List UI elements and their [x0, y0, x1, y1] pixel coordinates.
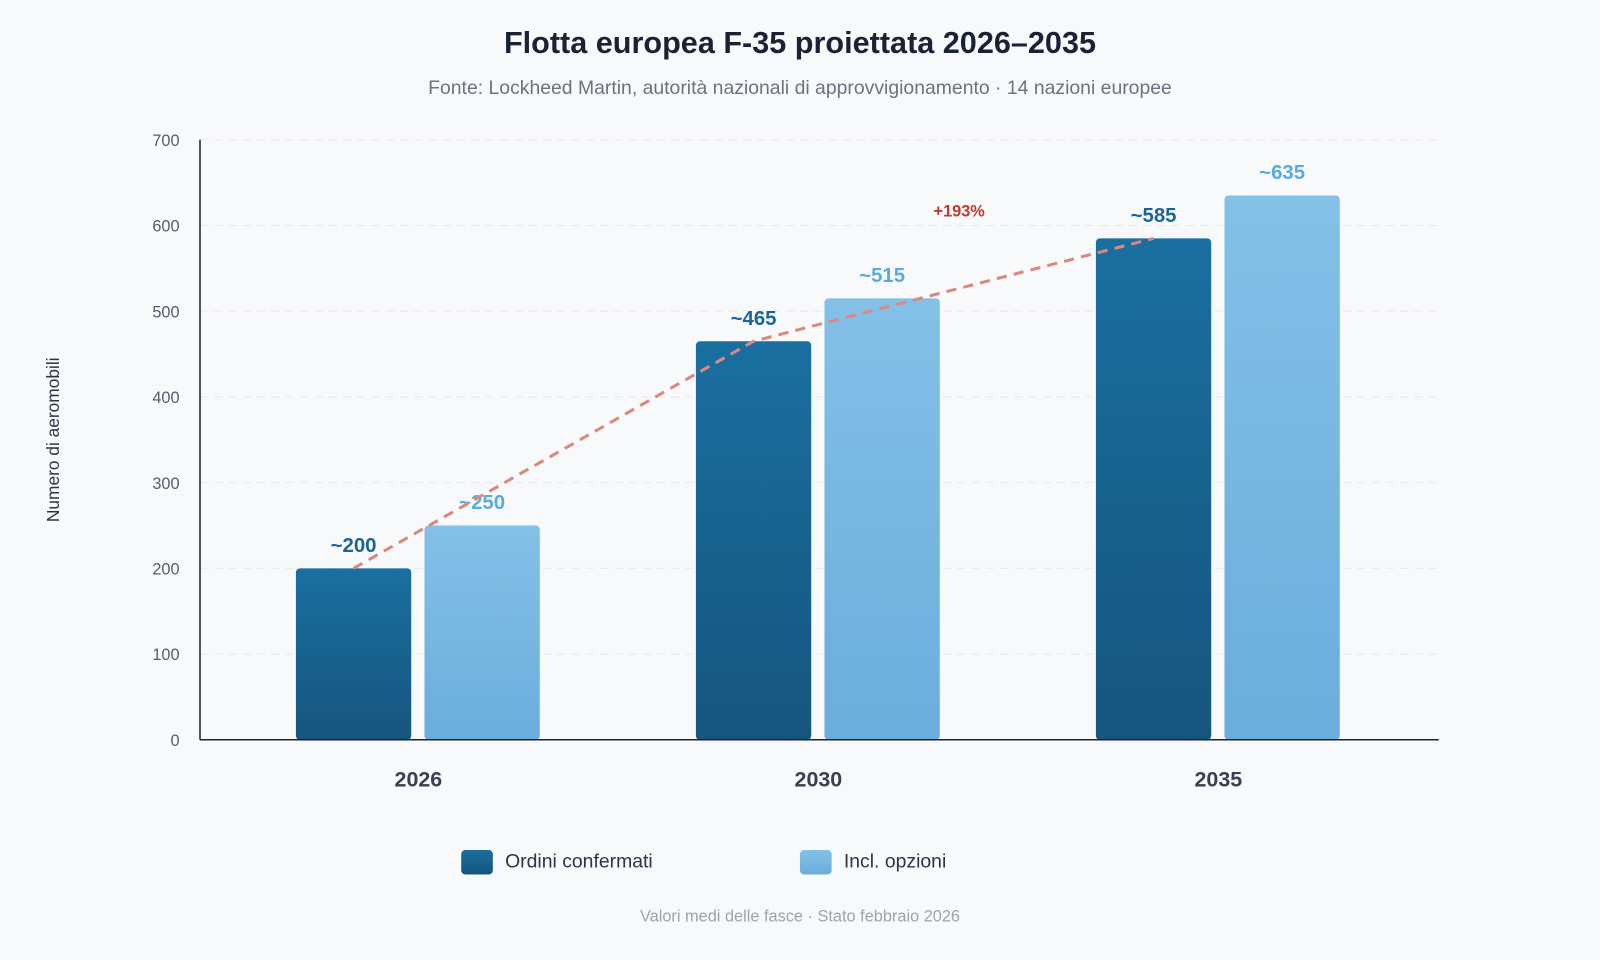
- footer-note: Valori medi delle fasce · Stato febbraio…: [639, 908, 961, 926]
- bar-options: [1224, 195, 1340, 740]
- bar-confirmed: [295, 568, 412, 740]
- y-tick-label: 400: [152, 389, 179, 407]
- chart-subtitle: Fonte: Lockheed Martin, autorità naziona…: [428, 77, 1172, 99]
- data-label: ~200: [331, 535, 377, 557]
- trend-line: [352, 236, 1154, 570]
- bar-confirmed: [1095, 238, 1212, 740]
- legend-label: Incl. opzioni: [843, 851, 947, 873]
- y-tick-label: 600: [152, 218, 179, 236]
- data-label: ~250: [459, 492, 505, 514]
- legend-label: Ordini confermati: [505, 851, 653, 873]
- plot-area: Numero di aeromobili 0 100 200 300 400 500 600…: [43, 132, 1439, 792]
- y-axis-label: Numero di aeromobili: [43, 357, 63, 522]
- y-tick-label: 200: [152, 560, 179, 578]
- data-label: ~515: [859, 265, 905, 287]
- legend-swatch-dark: [461, 849, 493, 875]
- chart-title: Flotta europea F-35 proiettata 2026–2035: [503, 26, 1097, 61]
- legend-item-confirmed: Ordini confermati: [461, 849, 653, 875]
- bar-confirmed: [695, 341, 812, 740]
- legend-item-options: Incl. opzioni: [799, 849, 947, 875]
- bar-options: [424, 525, 540, 740]
- data-label: ~585: [1131, 205, 1177, 227]
- y-tick-label: 0: [171, 732, 180, 750]
- y-tick-label: 100: [152, 646, 179, 664]
- legend-swatch-light: [799, 849, 832, 875]
- growth-annotation: +193%: [934, 202, 986, 220]
- y-tick-label: 500: [152, 303, 179, 321]
- x-tick-label: 2030: [795, 768, 843, 792]
- y-tick-label: 300: [152, 475, 179, 493]
- data-label: ~635: [1259, 162, 1305, 184]
- data-label: ~465: [731, 308, 777, 330]
- bar-options: [824, 298, 940, 740]
- x-tick-label: 2026: [395, 768, 443, 792]
- x-tick-label: 2035: [1195, 768, 1243, 792]
- y-tick-label: 700: [152, 132, 179, 150]
